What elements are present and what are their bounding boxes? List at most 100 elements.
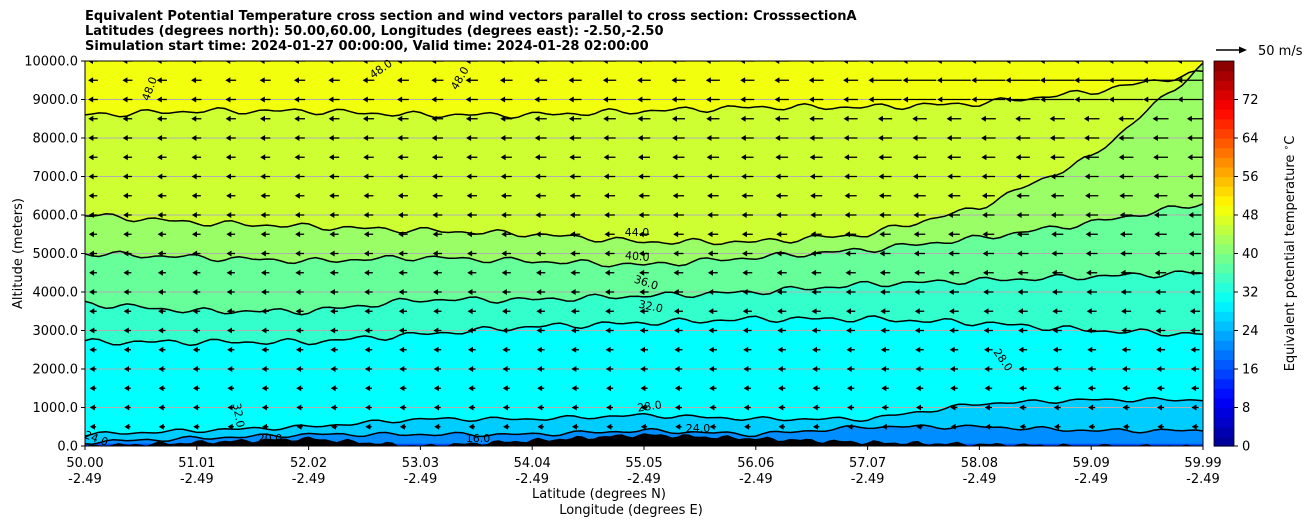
x-tick-lat-label: 58.08 bbox=[961, 456, 998, 471]
wind-arrow bbox=[261, 385, 269, 392]
wind-arrow bbox=[671, 115, 685, 122]
wind-arrow bbox=[881, 423, 889, 430]
wind-arrow bbox=[775, 192, 788, 199]
x-tick-lat-label: 57.07 bbox=[849, 456, 886, 471]
wind-arrow bbox=[192, 366, 200, 372]
wind-arrow bbox=[89, 327, 97, 334]
wind-arrow bbox=[123, 192, 132, 199]
wind-arrow bbox=[1120, 289, 1132, 295]
wind-arrow bbox=[225, 61, 237, 64]
wind-arrow bbox=[946, 135, 962, 141]
wind-arrow bbox=[1087, 385, 1096, 392]
colorbar-segment bbox=[1214, 166, 1234, 178]
wind-arrow bbox=[879, 231, 891, 238]
x-tick-lat-label: 59.09 bbox=[1073, 456, 1110, 471]
wind-arrow bbox=[157, 250, 166, 257]
wind-arrow bbox=[707, 250, 718, 257]
wind-arrow bbox=[364, 346, 373, 353]
wind-arrow bbox=[468, 404, 476, 411]
wind-arrow bbox=[329, 231, 339, 238]
quiver-key-head bbox=[1239, 46, 1247, 54]
wind-arrow bbox=[1019, 423, 1027, 430]
wind-arrow bbox=[1018, 346, 1028, 353]
wind-arrow bbox=[501, 231, 512, 238]
wind-arrow bbox=[1108, 96, 1144, 103]
wind-arrow bbox=[881, 404, 889, 411]
x-tick-lon-label: -2.49 bbox=[404, 472, 438, 487]
wind-arrow bbox=[157, 212, 167, 218]
wind-arrow bbox=[1052, 308, 1063, 315]
wind-arrow bbox=[914, 289, 925, 295]
wind-arrow bbox=[604, 269, 615, 276]
wind-arrow bbox=[191, 96, 202, 103]
wind-arrow bbox=[777, 346, 786, 353]
wind-arrow bbox=[672, 212, 684, 218]
wind-arrow bbox=[157, 231, 167, 238]
wind-arrow bbox=[89, 385, 97, 392]
wind-arrow bbox=[880, 289, 891, 295]
quiver-key-label: 50 m/s bbox=[1258, 44, 1303, 59]
wind-arrow bbox=[914, 250, 925, 257]
wind-arrow bbox=[706, 154, 720, 161]
wind-arrow bbox=[500, 154, 512, 161]
wind-arrow bbox=[225, 96, 236, 103]
wind-arrow bbox=[225, 135, 236, 141]
wind-arrow bbox=[465, 115, 478, 122]
colorbar-segment bbox=[1214, 215, 1234, 226]
wind-arrow bbox=[1122, 385, 1130, 392]
wind-arrow bbox=[294, 212, 305, 218]
wind-arrow bbox=[707, 192, 719, 199]
wind-arrow bbox=[88, 61, 98, 64]
colorbar-segment bbox=[1214, 109, 1234, 120]
wind-arrow bbox=[602, 61, 617, 64]
wind-arrow bbox=[569, 212, 581, 218]
wind-arrow bbox=[88, 115, 98, 122]
wind-arrow bbox=[396, 61, 410, 64]
wind-arrow bbox=[467, 289, 477, 295]
wind-arrow bbox=[810, 231, 822, 238]
contour-label: 20.0 bbox=[258, 432, 283, 445]
wind-arrow bbox=[466, 154, 478, 161]
wind-arrow bbox=[776, 269, 787, 276]
wind-arrow bbox=[226, 212, 236, 218]
wind-arrow bbox=[363, 231, 374, 238]
colorbar-segment bbox=[1214, 311, 1234, 322]
wind-arrow bbox=[261, 289, 270, 295]
wind-arrow bbox=[1015, 135, 1031, 141]
wind-arrow bbox=[1190, 346, 1200, 353]
wind-arrow bbox=[363, 192, 374, 199]
wind-arrow bbox=[88, 154, 98, 161]
wind-arrow bbox=[603, 96, 617, 103]
wind-arrow bbox=[742, 308, 752, 315]
wind-arrow bbox=[708, 346, 717, 353]
wind-arrow bbox=[158, 423, 165, 430]
wind-arrow bbox=[398, 250, 408, 257]
wind-arrow bbox=[227, 346, 235, 353]
wind-arrow bbox=[775, 154, 789, 161]
wind-arrow bbox=[365, 385, 372, 392]
colorbar-segment bbox=[1214, 397, 1234, 409]
wind-arrow bbox=[811, 269, 822, 276]
wind-arrow bbox=[811, 289, 822, 295]
wind-arrow bbox=[640, 423, 648, 430]
wind-arrow bbox=[537, 423, 544, 430]
contour-label: 28.0 bbox=[636, 398, 662, 414]
wind-arrow bbox=[981, 154, 996, 161]
wind-arrow bbox=[640, 385, 648, 392]
wind-arrow bbox=[433, 346, 442, 353]
wind-arrow bbox=[362, 115, 375, 122]
y-tick-label: 9000.0 bbox=[33, 93, 79, 108]
wind-arrow bbox=[570, 250, 580, 257]
wind-arrow bbox=[294, 96, 306, 103]
wind-arrow bbox=[294, 173, 305, 180]
wind-arrow bbox=[674, 385, 683, 392]
wind-arrow bbox=[569, 135, 582, 141]
wind-arrow bbox=[192, 308, 201, 315]
wind-arrow bbox=[1083, 115, 1100, 122]
wind-arrow bbox=[432, 250, 442, 257]
wind-arrow bbox=[981, 135, 996, 141]
wind-arrow bbox=[742, 289, 753, 295]
wind-arrow bbox=[1017, 269, 1029, 276]
wind-arrow bbox=[466, 231, 477, 238]
wind-arrow bbox=[778, 385, 786, 392]
